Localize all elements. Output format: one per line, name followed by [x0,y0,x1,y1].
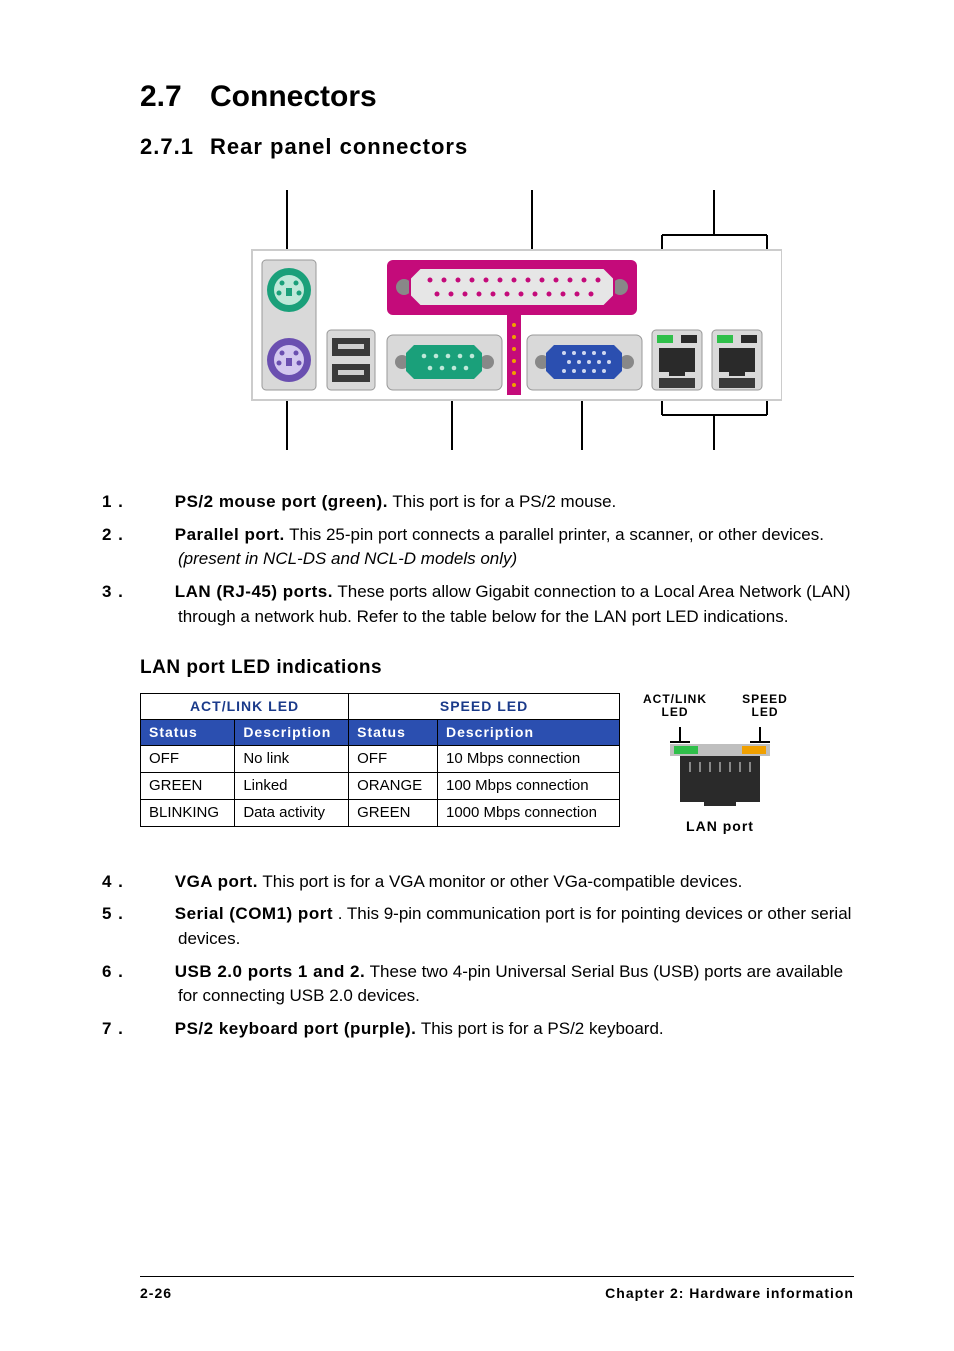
table-col-header: Description [235,720,349,746]
table-group-header: SPEED LED [349,694,620,720]
table-cell: Linked [235,772,349,799]
led-table-heading: LAN port LED indications [140,657,854,679]
led-table: ACT/LINK LED SPEED LED Status Descriptio… [140,693,620,827]
item-desc: This 25-pin port connects a parallel pri… [289,525,824,544]
table-cell: Data activity [235,799,349,826]
list-item: 1 . PS/2 mouse port (green). This port i… [140,490,854,515]
item-index: 5 . [140,902,170,927]
lan-port-figure: ACT/LINK LED SPEED LED LAN port [640,693,800,833]
page-title: 2.7Connectors [140,80,854,114]
list-item: 2 . Parallel port. This 25-pin port conn… [140,523,854,572]
rear-panel-diagram [212,190,782,450]
table-cell: GREEN [141,772,235,799]
table-row: BLINKING Data activity GREEN 1000 Mbps c… [141,799,620,826]
table-group-header: ACT/LINK LED [141,694,349,720]
item-desc: This port is for a VGA monitor or other … [262,872,742,891]
footer-page-number: 2-26 [140,1285,172,1301]
section-number: 2.7 [140,80,210,114]
item-index: 2 . [140,523,170,548]
item-label: Parallel port. [175,525,285,544]
table-cell: 1000 Mbps connection [437,799,619,826]
item-label: LAN (RJ-45) ports. [175,582,333,601]
item-label: Serial (COM1) port [175,904,333,923]
item-index: 6 . [140,960,170,985]
table-row: GREEN Linked ORANGE 100 Mbps connection [141,772,620,799]
list-item: 4 . VGA port. This port is for a VGA mon… [140,870,854,895]
item-note: (present in NCL-DS and NCL-D models only… [178,549,517,568]
list-item: 5 . Serial (COM1) port . This 9-pin comm… [140,902,854,951]
table-cell: 10 Mbps connection [437,745,619,772]
lan-led-label-right: SPEED LED [730,693,800,719]
lan-port-caption: LAN port [640,818,800,834]
item-index: 7 . [140,1017,170,1042]
lan-led-label-left: ACT/LINK LED [640,693,710,719]
subsection-title: Rear panel connectors [210,134,468,159]
item-label: VGA port. [175,872,258,891]
table-row: OFF No link OFF 10 Mbps connection [141,745,620,772]
footer-chapter: Chapter 2: Hardware information [605,1285,854,1301]
list-item: 7 . PS/2 keyboard port (purple). This po… [140,1017,854,1042]
table-col-header: Status [349,720,438,746]
section-title: Connectors [210,80,377,113]
item-index: 1 . [140,490,170,515]
subsection-number: 2.7.1 [140,134,210,160]
table-cell: OFF [141,745,235,772]
subsection-heading: 2.7.1Rear panel connectors [140,134,854,160]
connector-list-b: 4 . VGA port. This port is for a VGA mon… [140,870,854,1042]
table-cell: ORANGE [349,772,438,799]
table-cell: No link [235,745,349,772]
page-footer: 2-26 Chapter 2: Hardware information [140,1276,854,1301]
item-index: 4 . [140,870,170,895]
table-cell: 100 Mbps connection [437,772,619,799]
table-col-header: Description [437,720,619,746]
table-cell: OFF [349,745,438,772]
table-col-header: Status [141,720,235,746]
list-item: 6 . USB 2.0 ports 1 and 2. These two 4-p… [140,960,854,1009]
connector-list-a: 1 . PS/2 mouse port (green). This port i… [140,490,854,629]
table-cell: GREEN [349,799,438,826]
item-index: 3 . [140,580,170,605]
list-item: 3 . LAN (RJ-45) ports. These ports allow… [140,580,854,629]
item-label: PS/2 keyboard port (purple). [175,1019,417,1038]
item-label: PS/2 mouse port (green). [175,492,388,511]
item-desc: This port is for a PS/2 keyboard. [421,1019,664,1038]
item-desc: This port is for a PS/2 mouse. [392,492,616,511]
item-label: USB 2.0 ports 1 and 2. [175,962,366,981]
table-cell: BLINKING [141,799,235,826]
